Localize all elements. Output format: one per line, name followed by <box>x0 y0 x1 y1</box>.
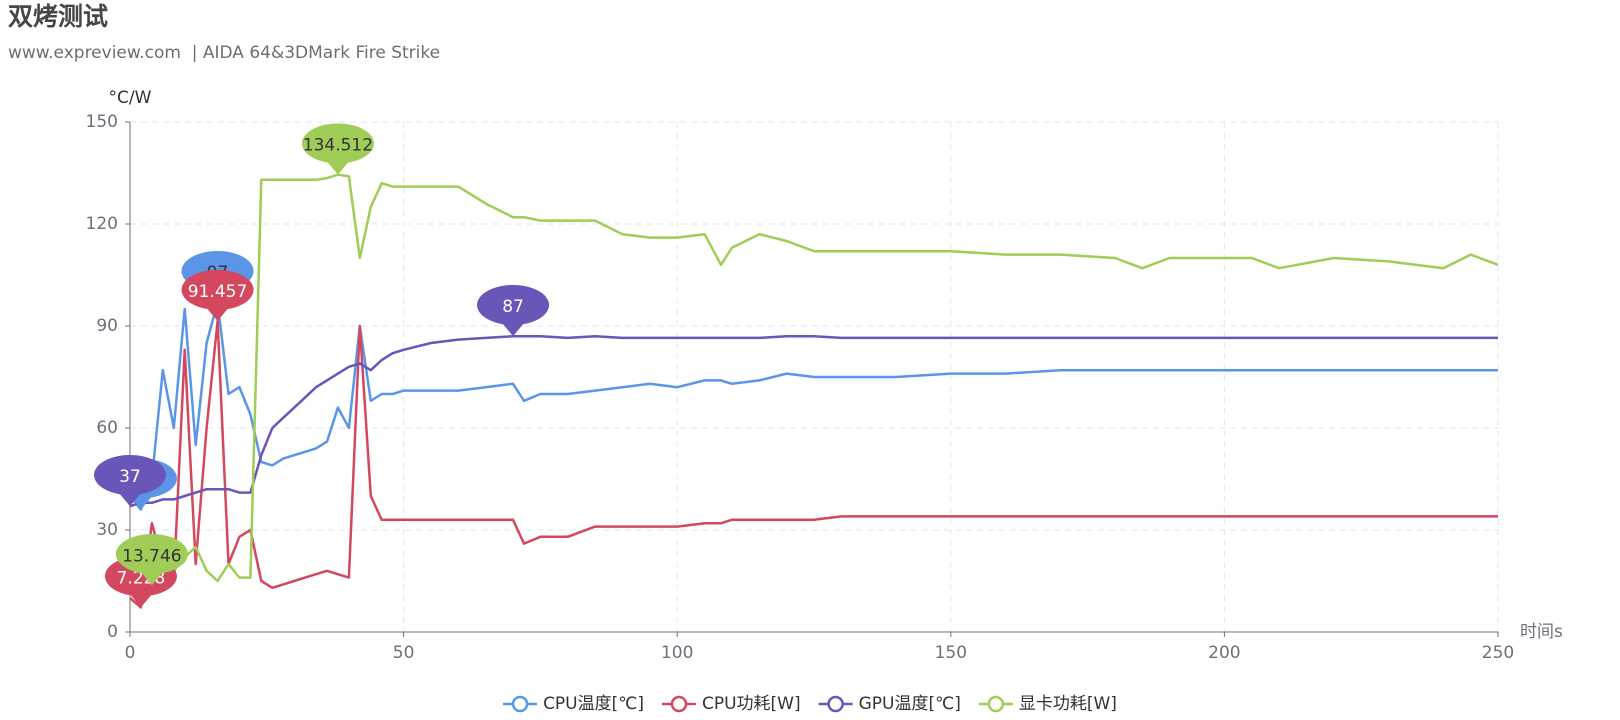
y-axis-label: °C/W <box>109 88 152 108</box>
mark-label: 13.746 <box>122 546 181 566</box>
legend-item[interactable]: GPU温度[℃] <box>818 694 961 714</box>
mark-label: 91.457 <box>188 282 247 302</box>
legend-icon <box>827 695 844 713</box>
legend-icon <box>670 695 688 713</box>
y-tick-label: 120 <box>86 214 118 234</box>
y-tick-label: 0 <box>107 622 118 642</box>
mark-pin <box>115 534 188 586</box>
x-tick-label: 150 <box>935 643 967 663</box>
y-tick-label: 30 <box>96 520 118 540</box>
y-tick-label: 90 <box>96 316 118 336</box>
legend-label: CPU温度[℃] <box>543 694 644 714</box>
x-tick-label: 50 <box>393 643 415 663</box>
x-tick-label: 100 <box>661 643 693 663</box>
legend-item[interactable]: CPU功耗[W] <box>661 694 801 714</box>
legend: CPU温度[℃] CPU功耗[W] GPU温度[℃] 显卡功耗[W] <box>503 694 1117 714</box>
mark-pin <box>94 454 167 507</box>
x-tick-label: 250 <box>1482 643 1514 663</box>
x-tick-label: 200 <box>1208 643 1240 663</box>
legend-label: CPU功耗[W] <box>702 694 801 714</box>
legend-item[interactable]: CPU温度[℃] <box>503 694 644 714</box>
legend-label: GPU温度[℃] <box>859 694 961 714</box>
series-line <box>129 319 1498 609</box>
legend-icon <box>987 695 1005 713</box>
series-line <box>129 173 1499 587</box>
x-axis-label: 时间s <box>1520 622 1563 642</box>
series-line <box>129 300 1498 511</box>
mark-label: 87 <box>502 297 524 317</box>
legend-label: 显卡功耗[W] <box>1019 694 1117 714</box>
chart-title: 双烤测试 <box>8 2 108 31</box>
x-tick-label: 0 <box>125 643 136 663</box>
y-tick-label: 150 <box>86 112 118 132</box>
mark-pin <box>301 123 374 175</box>
mark-label: 37 <box>119 467 141 487</box>
series-line <box>129 334 1498 508</box>
legend-icon <box>511 695 529 713</box>
mark-pin <box>181 269 254 322</box>
legend-item[interactable]: 显卡功耗[W] <box>978 694 1117 714</box>
mark-label: 134.512 <box>303 136 373 156</box>
chart-subtitle: www.expreview.com | AIDA 64&3DMark Fire … <box>8 43 440 63</box>
mark-pin <box>477 284 550 337</box>
y-tick-label: 60 <box>96 418 118 438</box>
